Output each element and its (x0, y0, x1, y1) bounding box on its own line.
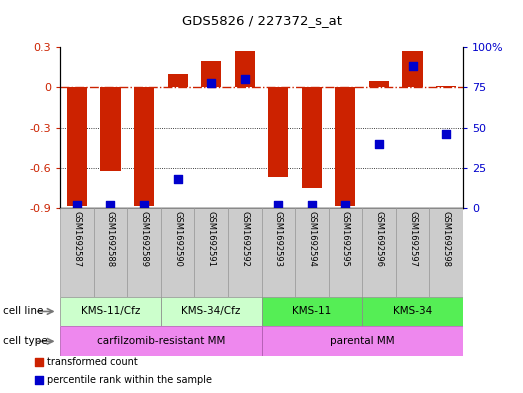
Bar (100, 87, 121, 171)
Point (73, 202, 81, 208)
Point (241, 76, 249, 83)
Text: GSM1692593: GSM1692593 (274, 211, 283, 267)
Text: cell line: cell line (3, 307, 43, 316)
Text: cell type: cell type (3, 336, 47, 346)
Bar (60, 208, 94, 297)
Text: GSM1692598: GSM1692598 (441, 211, 451, 267)
Bar (436, 86, 456, 87)
Bar (60, 297, 161, 326)
Bar (201, 61, 221, 87)
Bar (429, 208, 463, 297)
Text: KMS-11/Cfz: KMS-11/Cfz (81, 307, 140, 316)
Bar (161, 297, 262, 326)
Bar (235, 51, 255, 87)
Point (408, 63, 417, 70)
Bar (134, 87, 154, 206)
Text: GSM1692595: GSM1692595 (341, 211, 350, 267)
Text: percentile rank within the sample: percentile rank within the sample (47, 375, 212, 385)
Bar (369, 81, 389, 87)
Text: carfilzomib-resistant MM: carfilzomib-resistant MM (97, 336, 225, 346)
Bar (268, 87, 288, 177)
Bar (262, 297, 362, 326)
Text: GSM1692597: GSM1692597 (408, 211, 417, 267)
Text: GSM1692591: GSM1692591 (207, 211, 215, 267)
Text: GSM1692590: GSM1692590 (173, 211, 182, 267)
Bar (362, 297, 463, 326)
Bar (228, 208, 262, 297)
Bar (328, 208, 362, 297)
Bar (67, 87, 87, 206)
Text: KMS-34: KMS-34 (393, 307, 432, 316)
Point (35, 359, 43, 365)
Text: transformed count: transformed count (47, 357, 138, 367)
Point (341, 202, 349, 208)
Text: GSM1692594: GSM1692594 (308, 211, 316, 267)
Bar (161, 208, 195, 297)
Bar (335, 87, 356, 206)
Point (308, 202, 316, 208)
Text: KMS-11: KMS-11 (292, 307, 332, 316)
Point (35, 377, 43, 383)
Point (375, 141, 383, 147)
Point (442, 131, 450, 137)
Text: GSM1692596: GSM1692596 (374, 211, 383, 267)
Text: GSM1692592: GSM1692592 (240, 211, 249, 267)
Bar (295, 208, 328, 297)
Point (274, 202, 282, 208)
Bar (262, 326, 463, 356)
Bar (262, 208, 295, 297)
Bar (60, 326, 262, 356)
Bar (127, 208, 161, 297)
Point (106, 202, 115, 208)
Bar (302, 87, 322, 188)
Text: GDS5826 / 227372_s_at: GDS5826 / 227372_s_at (181, 14, 342, 27)
Bar (167, 74, 188, 87)
Bar (362, 208, 396, 297)
Bar (403, 51, 423, 87)
Text: GSM1692588: GSM1692588 (106, 211, 115, 267)
Text: KMS-34/Cfz: KMS-34/Cfz (181, 307, 241, 316)
Bar (195, 208, 228, 297)
Point (174, 176, 182, 182)
Bar (396, 208, 429, 297)
Point (140, 202, 148, 208)
Point (207, 79, 215, 86)
Text: GSM1692589: GSM1692589 (140, 211, 149, 267)
Text: parental MM: parental MM (330, 336, 394, 346)
Text: GSM1692587: GSM1692587 (72, 211, 82, 267)
Bar (94, 208, 127, 297)
